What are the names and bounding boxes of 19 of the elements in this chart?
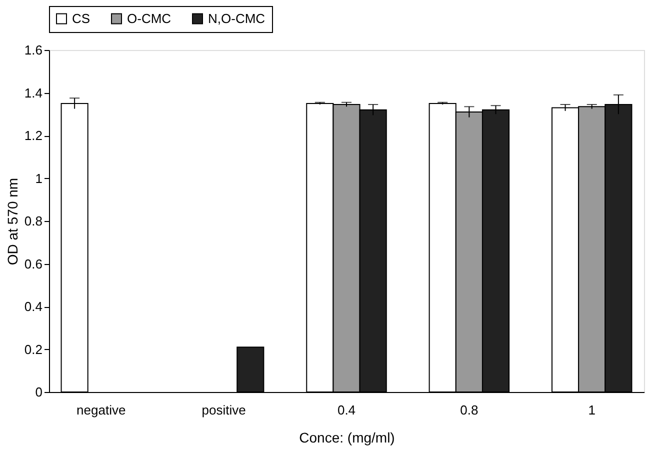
x-tick-label: 0.4: [337, 402, 356, 418]
y-tick-label: 1.2: [24, 128, 42, 143]
x-tick-label: 0.8: [460, 402, 478, 418]
legend-label: N,O-CMC: [208, 10, 266, 26]
x-tick-label: 1: [588, 402, 596, 418]
legend-label: O-CMC: [127, 10, 172, 26]
y-tick-label: 1: [35, 170, 42, 186]
y-tick-label: 1.4: [24, 85, 42, 100]
x-tick-label: positive: [202, 402, 246, 418]
x-tick-label: negative: [76, 402, 126, 418]
y-tick-label: 0: [35, 384, 42, 400]
y-tick-label: 0.6: [24, 256, 42, 272]
legend-label: CS: [72, 10, 90, 26]
y-tick-label: 0.2: [24, 342, 42, 357]
y-axis-title: OD at 570 nm: [4, 178, 20, 266]
y-tick-label: 0.4: [24, 299, 42, 314]
y-tick-label: 1.6: [24, 42, 42, 58]
y-tick-label: 0.8: [24, 214, 42, 228]
x-axis-title: Conce: (mg/ml): [299, 430, 395, 446]
